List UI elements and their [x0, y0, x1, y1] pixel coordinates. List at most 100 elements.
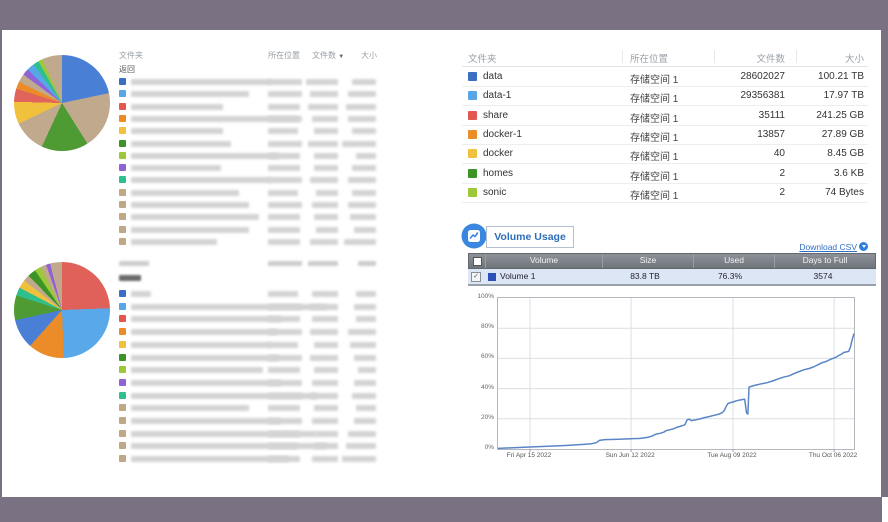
- folder-color-chip: [119, 366, 126, 374]
- folder-color-chip: [119, 90, 126, 98]
- table-row[interactable]: docker 存储空间 1 40 8.45 GB: [462, 144, 868, 165]
- column-folder[interactable]: 文件夹: [468, 54, 497, 65]
- folder-color-chip: [119, 176, 126, 184]
- window-frame-top: [0, 0, 888, 30]
- sort-desc-icon: ▼: [338, 54, 345, 60]
- list-item[interactable]: [115, 377, 380, 389]
- list-item[interactable]: [115, 390, 380, 402]
- list-item[interactable]: [115, 211, 380, 223]
- list-item[interactable]: [115, 326, 380, 338]
- redacted-header: [119, 261, 149, 266]
- list-item[interactable]: [115, 402, 380, 414]
- redacted-size: [348, 430, 376, 437]
- list-item[interactable]: [115, 453, 380, 465]
- folder-size-pie-chart-2: [14, 262, 110, 358]
- list-item[interactable]: [115, 313, 380, 325]
- list-item[interactable]: [115, 88, 380, 100]
- back-row[interactable]: 返回: [119, 65, 135, 74]
- list-item[interactable]: [115, 101, 380, 113]
- redacted-file-count: [314, 443, 338, 450]
- y-axis-tick-label: 80%: [480, 323, 494, 331]
- list-item[interactable]: [115, 301, 380, 313]
- redacted-folder-name: [131, 456, 289, 463]
- column-days-to-full[interactable]: Days to Full: [802, 255, 848, 265]
- folder-color-chip: [119, 340, 126, 348]
- redacted-size: [342, 140, 376, 147]
- redacted-file-count: [314, 152, 338, 159]
- column-folder[interactable]: 文件夹: [119, 51, 143, 60]
- list-item[interactable]: [115, 428, 380, 440]
- table-row[interactable]: data 存储空间 1 28602027 100.21 TB: [462, 67, 868, 87]
- redacted-location: [268, 103, 300, 110]
- redacted-size: [348, 91, 376, 98]
- column-volume[interactable]: Volume: [486, 254, 603, 268]
- redacted-header: [308, 261, 338, 266]
- folder-color-chip: [468, 129, 477, 139]
- table-row[interactable]: data-1 存储空间 1 29356381 17.97 TB: [462, 86, 868, 107]
- back-row-redacted[interactable]: [119, 275, 141, 281]
- column-divider: [622, 50, 623, 63]
- table-row[interactable]: docker-1 存储空间 1 13857 27.89 GB: [462, 125, 868, 145]
- folder-color-chip: [119, 455, 126, 463]
- list-item[interactable]: [115, 113, 380, 125]
- redacted-file-count: [312, 291, 338, 297]
- column-location[interactable]: 所在位置: [630, 54, 669, 65]
- column-size[interactable]: Size: [603, 254, 694, 268]
- redacted-size: [354, 354, 376, 361]
- list-item[interactable]: [115, 415, 380, 427]
- list-item[interactable]: [115, 352, 380, 364]
- volume-row[interactable]: ✓ Volume 1 83.8 TB 76.3% 3574: [468, 269, 876, 286]
- redacted-folder-name: [131, 341, 271, 348]
- list-item[interactable]: [115, 76, 380, 88]
- redacted-size: [352, 189, 376, 196]
- list-item[interactable]: [115, 440, 380, 452]
- x-axis-tick-label: Fri Apr 15 2022: [506, 452, 552, 459]
- table-row[interactable]: sonic 存储空间 1 2 74 Bytes: [462, 183, 868, 203]
- download-icon[interactable]: [859, 242, 868, 251]
- download-csv-link[interactable]: Download CSV: [799, 242, 857, 252]
- list-item[interactable]: [115, 150, 380, 162]
- redacted-folder-name: [131, 202, 249, 208]
- x-axis-tick-label: Sun Jun 12 2022: [605, 452, 655, 459]
- x-axis-tick-label: Tue Aug 09 2022: [707, 452, 757, 459]
- folder-color-chip: [119, 139, 126, 147]
- list-item[interactable]: [115, 224, 380, 236]
- folder-color-chip: [468, 91, 477, 101]
- table-row[interactable]: share 存储空间 1 35111 241.25 GB: [462, 106, 868, 126]
- column-location[interactable]: 所在位置: [268, 51, 300, 60]
- redacted-location: [268, 291, 298, 297]
- redacted-file-count: [310, 354, 338, 361]
- folder-size: 241.25 GB: [816, 109, 864, 121]
- list-item[interactable]: [115, 187, 380, 199]
- redacted-file-count: [314, 165, 338, 172]
- redacted-location: [268, 341, 298, 348]
- list-item[interactable]: [115, 288, 380, 300]
- column-size[interactable]: 大小: [844, 54, 864, 65]
- column-size[interactable]: 大小: [361, 51, 377, 60]
- redacted-location: [268, 443, 298, 450]
- table-row[interactable]: homes 存储空间 1 2 3.6 KB: [462, 164, 868, 184]
- list-item[interactable]: [115, 174, 380, 186]
- list-item[interactable]: [115, 364, 380, 376]
- redacted-folder-name: [131, 91, 249, 98]
- column-used[interactable]: Used: [694, 254, 775, 268]
- redacted-folder-name: [131, 291, 151, 297]
- redacted-location: [268, 430, 300, 437]
- list-item[interactable]: [115, 236, 380, 248]
- redacted-folder-name: [131, 165, 221, 172]
- select-all-checkbox[interactable]: [469, 254, 486, 268]
- list-item[interactable]: [115, 162, 380, 174]
- redacted-file-count: [316, 189, 338, 196]
- redacted-size: [348, 329, 376, 336]
- row-checkbox[interactable]: ✓: [471, 272, 481, 282]
- list-item[interactable]: [115, 339, 380, 351]
- column-filecount[interactable]: 文件数: [756, 54, 785, 65]
- folder-color-chip: [119, 429, 126, 437]
- redacted-size: [356, 316, 376, 323]
- list-item[interactable]: [115, 138, 380, 150]
- redacted-folder-name: [131, 79, 271, 85]
- redacted-location: [268, 165, 300, 172]
- column-filecount[interactable]: 文件数 ▼: [312, 51, 345, 60]
- list-item[interactable]: [115, 125, 380, 137]
- list-item[interactable]: [115, 199, 380, 211]
